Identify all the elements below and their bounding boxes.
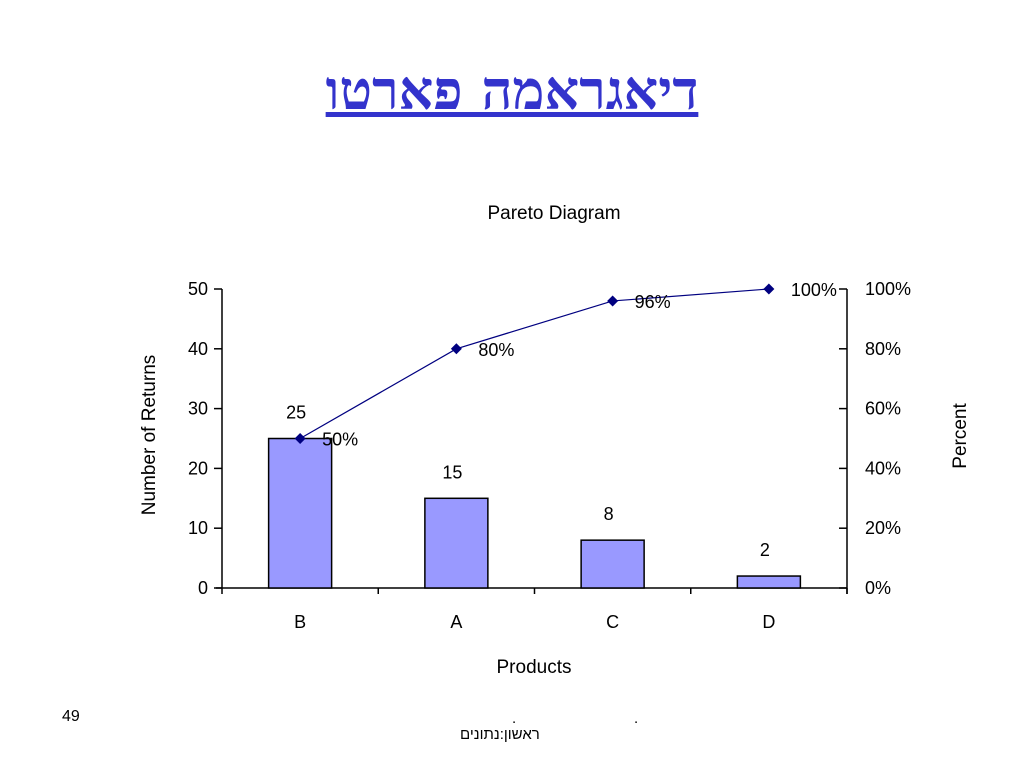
y2-tick-label: 80% [865, 339, 901, 359]
x-axis-label: Products [497, 657, 572, 678]
bar-data-label: 2 [760, 540, 770, 560]
chart-title: Pareto Diagram [487, 203, 620, 224]
y-tick-label: 40 [188, 339, 208, 359]
cumulative-point-marker [763, 283, 775, 295]
bar-B [267, 437, 333, 589]
y2-tick-label: 0% [865, 578, 891, 598]
footer-dot: . [634, 710, 639, 727]
cumulative-line [299, 288, 769, 440]
y-tick-label: 50 [188, 279, 208, 299]
bar-data-label: 15 [442, 462, 462, 482]
chart-svg: Pareto Diagram 0 10 20 30 40 50 0% 20% 40% 60% 80%… [139, 203, 971, 678]
y2-axis-label: Percent [950, 403, 971, 469]
x-tick-label: B [294, 612, 306, 632]
x-tick-label: D [762, 612, 775, 632]
y-tick-label: 10 [188, 518, 208, 538]
y-axis-label: Number of Returns [139, 355, 160, 516]
cumulative-point-marker [450, 343, 462, 355]
y2-tick-label: 40% [865, 458, 901, 478]
cumulative-point-marker [294, 433, 306, 444]
y2-tick-label: 20% [865, 518, 901, 538]
y2-tick-label: 100% [865, 279, 911, 299]
y-tick-label: 30 [188, 399, 208, 419]
bar-data-label: 25 [286, 403, 306, 423]
page-number: 49 [62, 708, 80, 725]
cumulative-data-label: 100% [791, 280, 837, 300]
footer-dots: . . [412, 710, 672, 727]
plot-area: 0 10 20 30 40 50 0% 20% 40% 60% 80% 100% B A C D 25 15 8 2 5… [188, 279, 911, 632]
cumulative-data-label: 96% [635, 292, 671, 312]
bar-D [736, 575, 802, 589]
footer-text: ראשון:נתונים [460, 726, 540, 743]
cumulative-point-marker [607, 295, 619, 307]
y-tick-label: 0 [198, 578, 208, 598]
cumulative-data-label: 50% [322, 430, 358, 450]
bar-C [580, 539, 645, 589]
bar-A [424, 497, 489, 589]
pareto-chart: Pareto Diagram 0 10 20 30 40 50 0% 20% 40% 60% 80%… [0, 190, 1024, 690]
footer: . . ראשון:נתונים [412, 710, 672, 743]
x-tick-label: C [606, 612, 619, 632]
bar-data-label: 8 [604, 504, 614, 524]
footer-dot: . [512, 710, 517, 727]
y-tick-label: 20 [188, 458, 208, 478]
x-tick-label: A [450, 612, 462, 632]
slide-title: דיאגראמה פארטו [325, 58, 699, 122]
cumulative-data-label: 80% [478, 340, 514, 360]
y2-tick-label: 60% [865, 399, 901, 419]
